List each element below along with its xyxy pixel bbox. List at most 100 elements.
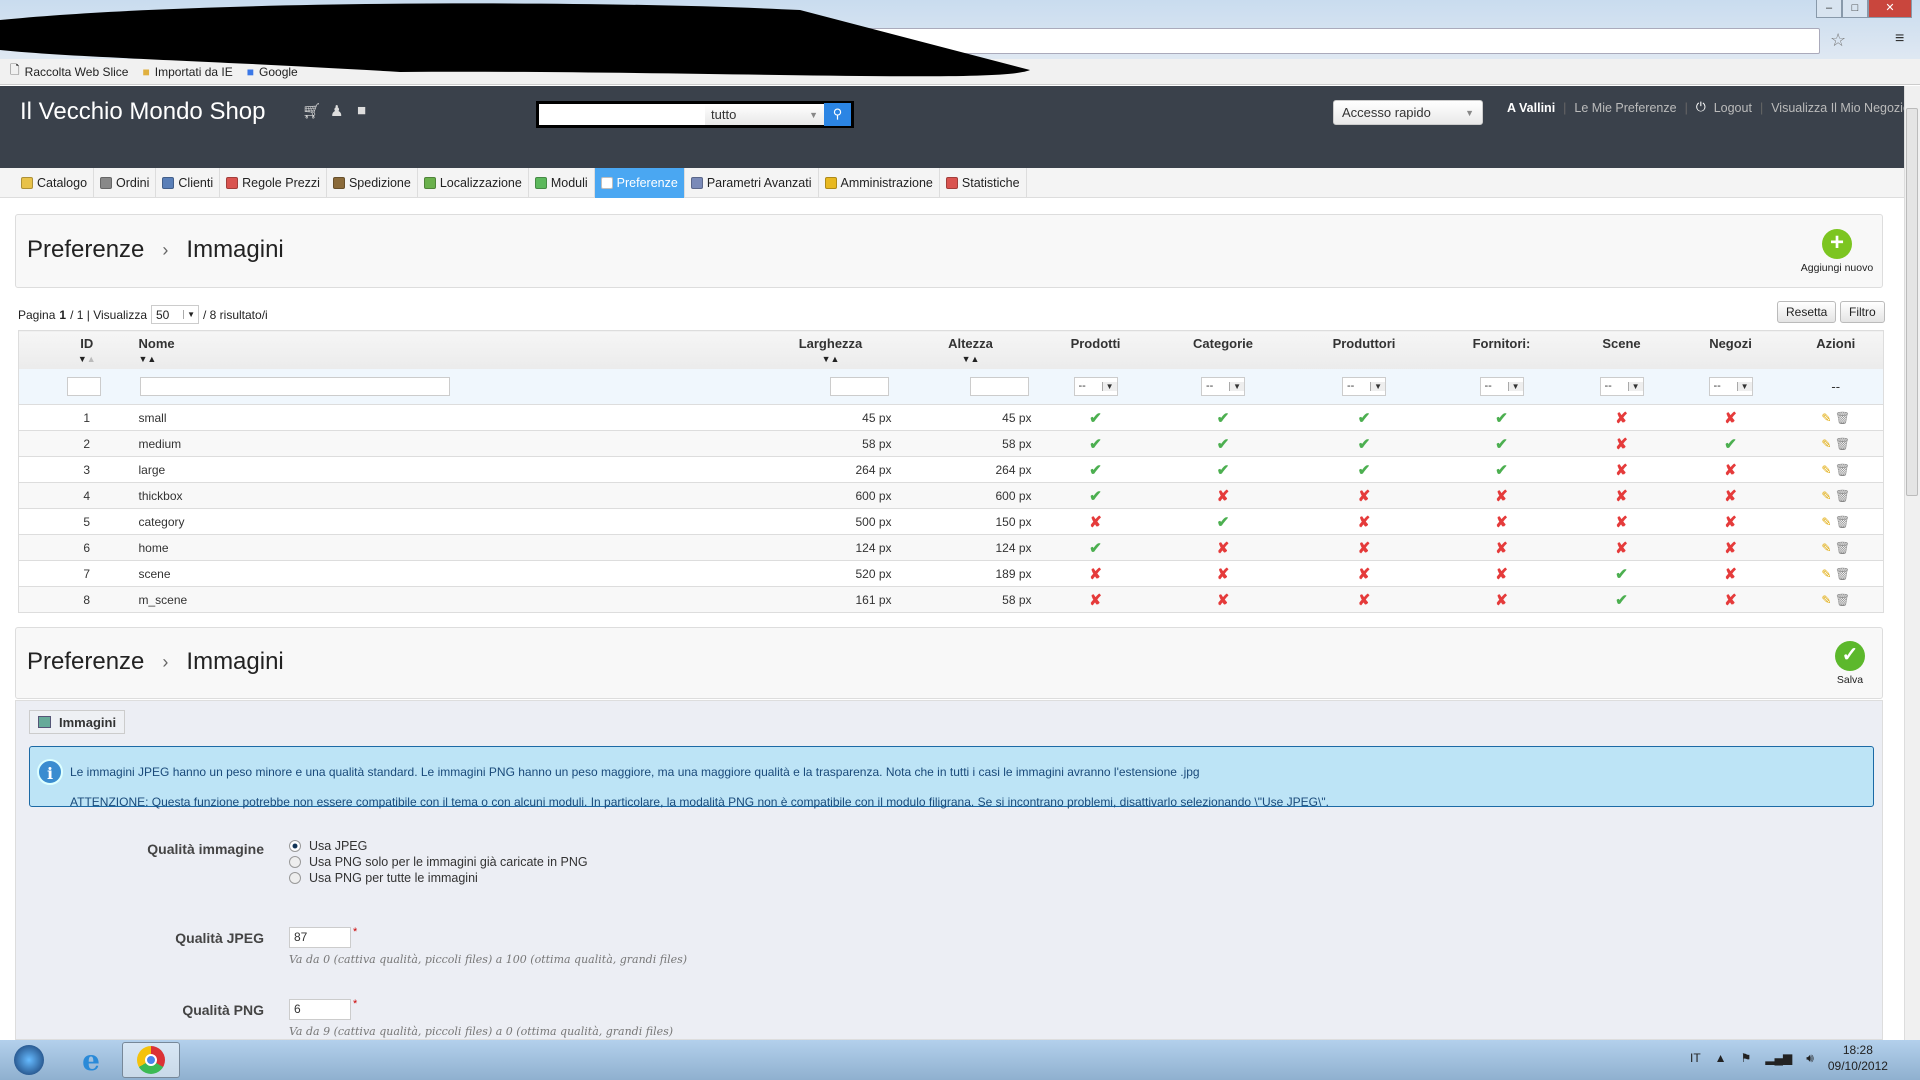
check-icon[interactable]: ✔ xyxy=(1615,565,1628,583)
table-row[interactable]: 5 category 500 px 150 px ✘ ✔ ✘ ✘ ✘ ✘ ✎ 🗑︎ xyxy=(18,508,1884,535)
cross-icon[interactable]: ✘ xyxy=(1357,565,1371,583)
cart-icon[interactable]: 🛒︎ xyxy=(302,103,322,120)
breadcrumb-preferences[interactable]: Preferenze xyxy=(27,236,145,263)
delete-icon[interactable]: 🗑︎ xyxy=(1834,566,1851,581)
star-icon[interactable]: ☆ xyxy=(1830,30,1847,50)
radio-png-all[interactable]: Usa PNG per tutte le immagini xyxy=(289,870,588,886)
user-name-link[interactable]: A Vallini xyxy=(1507,100,1556,115)
cross-icon[interactable]: ✘ xyxy=(1495,513,1508,531)
check-icon[interactable]: ✔ xyxy=(1216,461,1230,479)
tab-regole-prezzi[interactable]: Regole Prezzi xyxy=(220,168,327,198)
tab-amministrazione[interactable]: Amministrazione xyxy=(819,168,940,198)
check-icon[interactable]: ✔ xyxy=(1357,409,1371,427)
check-icon[interactable]: ✔ xyxy=(1216,435,1230,453)
cross-icon[interactable]: ✘ xyxy=(1615,461,1628,479)
png-quality-input[interactable]: 6 xyxy=(289,999,351,1020)
cross-icon[interactable]: ✘ xyxy=(1495,539,1508,557)
tab-clienti[interactable]: Clienti xyxy=(156,168,221,198)
cross-icon[interactable]: ✘ xyxy=(1615,539,1628,557)
check-icon[interactable]: ✔ xyxy=(1216,409,1230,427)
cross-icon[interactable]: ✘ xyxy=(1495,565,1508,583)
check-icon[interactable]: ✔ xyxy=(1089,539,1102,557)
table-row[interactable]: 1 small 45 px 45 px ✔ ✔ ✔ ✔ ✘ ✘ ✎ 🗑︎ xyxy=(18,404,1884,431)
table-row[interactable]: 6 home 124 px 124 px ✔ ✘ ✘ ✘ ✘ ✘ ✎ 🗑︎ xyxy=(18,534,1884,561)
cross-icon[interactable]: ✘ xyxy=(1089,565,1102,583)
check-icon[interactable]: ✔ xyxy=(1089,487,1102,505)
cross-icon[interactable]: ✘ xyxy=(1615,513,1628,531)
edit-icon[interactable]: ✎ xyxy=(1821,514,1832,529)
yes-no-filter-select[interactable]: -- ▼ xyxy=(1708,376,1753,396)
quick-access-select[interactable]: Accesso rapido ▼ xyxy=(1333,100,1483,125)
cross-icon[interactable]: ✘ xyxy=(1216,565,1230,583)
tab-catalogo[interactable]: Catalogo xyxy=(15,168,95,198)
check-icon[interactable]: ✔ xyxy=(1357,461,1371,479)
check-icon[interactable]: ✔ xyxy=(1089,409,1102,427)
tab-ordini[interactable]: Ordini xyxy=(94,168,157,198)
check-icon[interactable]: ✔ xyxy=(1495,435,1508,453)
table-row[interactable]: 4 thickbox 600 px 600 px ✔ ✘ ✘ ✘ ✘ ✘ ✎ 🗑︎ xyxy=(18,482,1884,509)
edit-icon[interactable]: ✎ xyxy=(1821,540,1832,555)
scrollbar-thumb[interactable] xyxy=(1906,108,1918,496)
cross-icon[interactable]: ✘ xyxy=(1724,591,1737,609)
check-icon[interactable]: ✔ xyxy=(1495,409,1508,427)
network-icon[interactable]: ▂▄▆ xyxy=(1765,1051,1793,1065)
shop-title[interactable]: Il Vecchio Mondo Shop xyxy=(20,98,266,125)
check-icon[interactable]: ✔ xyxy=(1089,461,1102,479)
check-icon[interactable]: ✔ xyxy=(1724,435,1737,453)
customer-icon[interactable]: ♟ xyxy=(330,103,344,120)
table-row[interactable]: 7 scene 520 px 189 px ✘ ✘ ✘ ✘ ✔ ✘ ✎ 🗑︎ xyxy=(18,560,1884,587)
minimize-button[interactable]: – xyxy=(1816,0,1842,18)
check-icon[interactable]: ✔ xyxy=(1615,591,1628,609)
breadcrumb-preferences[interactable]: Preferenze xyxy=(27,648,145,675)
cross-icon[interactable]: ✘ xyxy=(1724,409,1737,427)
radio-use-jpeg[interactable]: Usa JPEG xyxy=(289,838,588,854)
close-button[interactable]: ✕ xyxy=(1868,0,1912,18)
taskbar-ie[interactable]: e xyxy=(62,1042,120,1078)
edit-icon[interactable]: ✎ xyxy=(1821,462,1832,477)
delete-icon[interactable]: 🗑︎ xyxy=(1834,540,1851,555)
cross-icon[interactable]: ✘ xyxy=(1724,487,1737,505)
cross-icon[interactable]: ✘ xyxy=(1495,591,1508,609)
messages-icon[interactable]: ■ xyxy=(357,102,367,119)
edit-icon[interactable]: ✎ xyxy=(1821,566,1832,581)
search-input[interactable] xyxy=(539,104,705,125)
tab-spedizione[interactable]: Spedizione xyxy=(327,168,418,198)
cross-icon[interactable]: ✘ xyxy=(1615,487,1628,505)
jpeg-quality-input[interactable]: 87 xyxy=(289,927,351,948)
name-filter-input[interactable] xyxy=(139,376,450,396)
sort-icon[interactable]: ▼▲ xyxy=(77,354,96,364)
delete-icon[interactable]: 🗑︎ xyxy=(1834,514,1851,529)
check-icon[interactable]: ✔ xyxy=(1357,435,1371,453)
cross-icon[interactable]: ✘ xyxy=(1615,435,1628,453)
edit-icon[interactable]: ✎ xyxy=(1821,436,1832,451)
width-filter-input[interactable] xyxy=(829,376,889,396)
col-width[interactable]: Larghezza ▼▲ xyxy=(760,330,901,369)
col-height[interactable]: Altezza ▼▲ xyxy=(900,330,1041,369)
id-filter-input[interactable] xyxy=(67,376,101,396)
cross-icon[interactable]: ✘ xyxy=(1495,487,1508,505)
taskbar-chrome[interactable] xyxy=(122,1042,180,1078)
table-row[interactable]: 3 large 264 px 264 px ✔ ✔ ✔ ✔ ✘ ✘ ✎ 🗑︎ xyxy=(18,456,1884,483)
check-icon[interactable]: ✔ xyxy=(1216,513,1230,531)
sort-icon[interactable]: ▼▲ xyxy=(138,354,157,364)
cross-icon[interactable]: ✘ xyxy=(1089,513,1102,531)
cross-icon[interactable]: ✘ xyxy=(1357,591,1371,609)
cross-icon[interactable]: ✘ xyxy=(1357,487,1371,505)
sort-icon[interactable]: ▼▲ xyxy=(961,354,980,364)
delete-icon[interactable]: 🗑︎ xyxy=(1834,436,1851,451)
delete-icon[interactable]: 🗑︎ xyxy=(1834,410,1851,425)
start-button[interactable] xyxy=(0,1042,58,1078)
filter-button[interactable]: Filtro xyxy=(1840,301,1885,323)
yes-no-filter-select[interactable]: -- ▼ xyxy=(1599,376,1644,396)
volume-icon[interactable]: 🔊︎ xyxy=(1806,1050,1814,1065)
tab-statistiche[interactable]: Statistiche xyxy=(940,168,1027,198)
add-new-button[interactable]: + Aggiungi nuovo xyxy=(1795,229,1879,274)
cross-icon[interactable]: ✘ xyxy=(1724,539,1737,557)
my-preferences-link[interactable]: Le Mie Preferenze xyxy=(1574,100,1677,115)
maximize-button[interactable]: □ xyxy=(1842,0,1868,18)
cross-icon[interactable]: ✘ xyxy=(1216,487,1230,505)
logout-link[interactable]: Logout xyxy=(1713,100,1752,115)
tab-preferenze[interactable]: Preferenze xyxy=(594,168,685,198)
check-icon[interactable]: ✔ xyxy=(1089,435,1102,453)
show-hidden-icons[interactable]: ▲ xyxy=(1714,1051,1727,1065)
